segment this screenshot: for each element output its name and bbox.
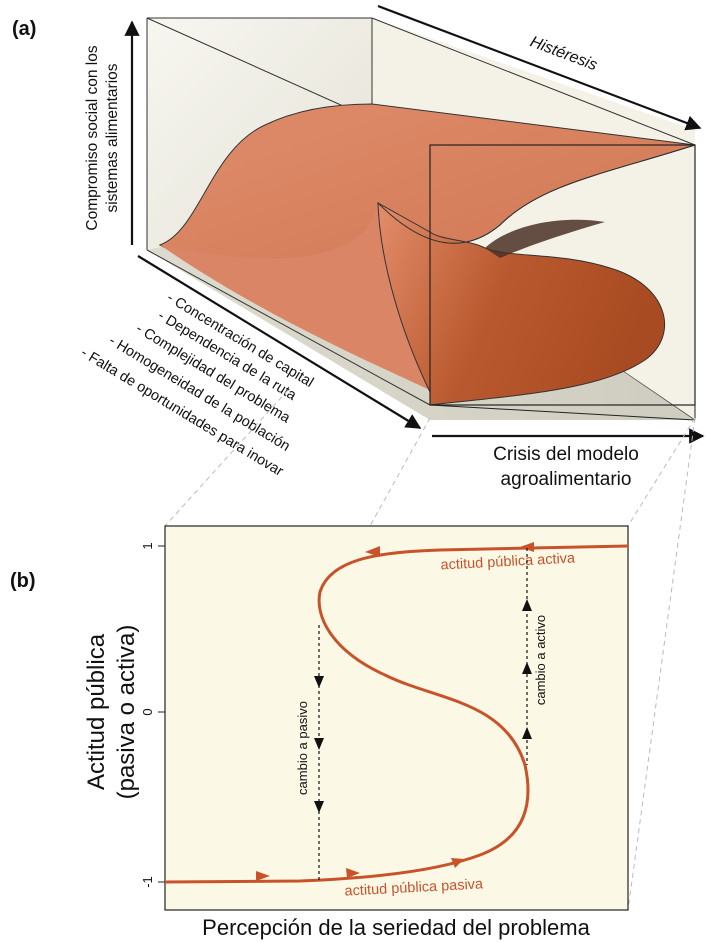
crisis-label-1: Crisis del modelo [493, 444, 639, 465]
y-ticks: 1 0 -1 [140, 542, 165, 888]
transition-to-active: cambio a activo [522, 548, 548, 765]
panel-a-label: (a) [12, 18, 36, 40]
x-axis-label: Percepción de la seriedad del problema [202, 915, 590, 940]
projection-lines [164, 389, 696, 911]
up-arrow [522, 662, 532, 674]
active-attitude-label: actitud pública activa [440, 550, 576, 573]
panel-a: (a) [12, 4, 705, 490]
factors-arrow [137, 255, 422, 429]
down-arrow [314, 738, 324, 750]
curve-arrow [365, 546, 380, 557]
panel-b: (b) 1 0 -1 Actitud pública (pasiva o act… [10, 525, 629, 940]
hysteresis-curve [164, 544, 629, 884]
y-axis-label-2: (pasiva o activa) [113, 625, 140, 800]
plot-area [164, 525, 629, 911]
y-tick-label: 0 [140, 708, 155, 715]
hysteresis-arrow [377, 4, 702, 131]
curve-arrow [256, 871, 270, 881]
transition-to-passive: cambio a pasivo [295, 625, 324, 880]
panel-b-label: (b) [10, 570, 36, 592]
crisis-label-2: agroalimentario [501, 469, 632, 490]
down-arrow [314, 676, 324, 688]
curve-arrow [520, 542, 534, 552]
front-box [429, 144, 696, 421]
up-arrow [522, 727, 532, 739]
y-tick-label: 1 [140, 542, 155, 549]
up-arrow [522, 599, 532, 611]
to-passive-label: cambio a pasivo [295, 701, 310, 795]
down-arrow [314, 801, 324, 813]
commitment-axis-label-2: sistemas alimentarios [104, 63, 121, 212]
hysteresis-label: Histéresis [528, 33, 600, 74]
curve-arrows [256, 542, 534, 881]
passive-attitude-label: actitud pública pasiva [344, 876, 484, 899]
surface-middle-sheet [160, 203, 430, 390]
curve-arrow [346, 868, 360, 878]
to-active-label: cambio a activo [533, 615, 548, 705]
y-tick-label: -1 [140, 876, 155, 888]
hysteresis-surface [158, 103, 696, 406]
surface-inner-shadow [485, 219, 605, 258]
curve-arrow [451, 858, 464, 868]
y-axis-label-1: Actitud pública [83, 633, 110, 790]
commitment-axis-label-1: Compromiso social con los [84, 45, 101, 230]
